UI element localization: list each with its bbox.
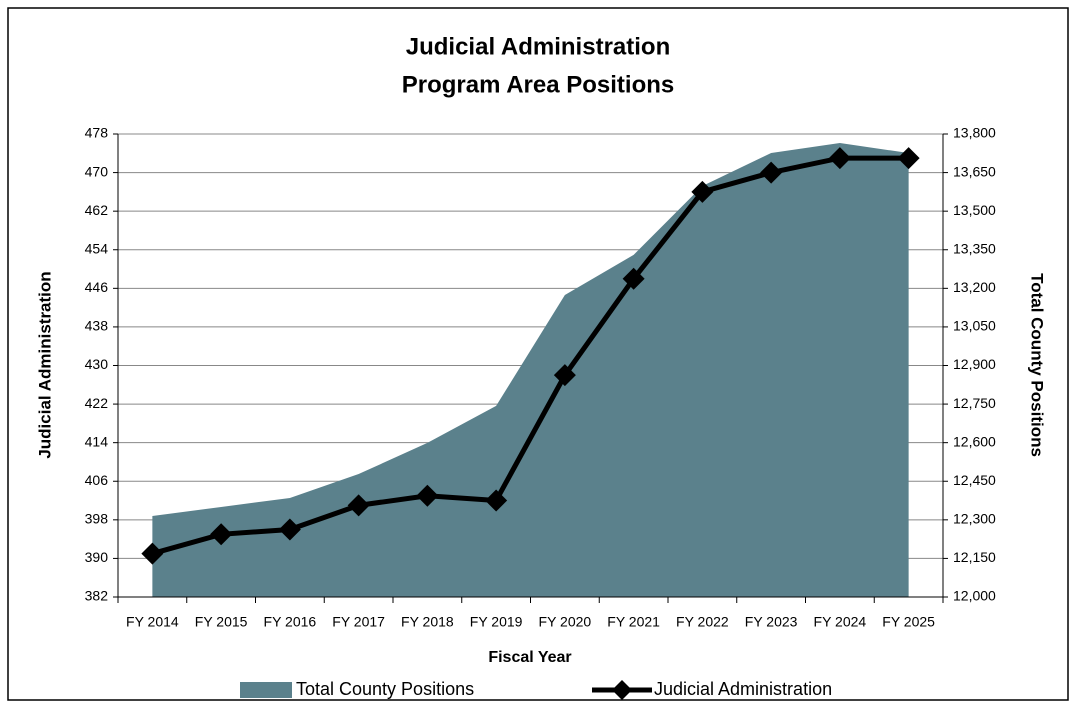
y-tick-label: 422 <box>85 395 109 411</box>
x-tick-label: FY 2022 <box>676 614 729 630</box>
x-tick-label: FY 2024 <box>814 614 867 630</box>
marker <box>485 489 508 512</box>
marker <box>416 484 439 507</box>
line <box>151 155 909 557</box>
y2-tick-label: 12,750 <box>953 395 996 411</box>
x-tick-label: FY 2015 <box>195 614 248 630</box>
y-tick-label: 454 <box>85 240 109 256</box>
x-tick-label: FY 2021 <box>607 614 660 630</box>
x-tick-label: FY 2018 <box>401 614 454 630</box>
y2-tick-label: 13,500 <box>953 202 996 218</box>
y2-axis-label: Total County Positions <box>1028 273 1047 457</box>
marker <box>553 364 576 387</box>
marker <box>622 267 645 290</box>
area <box>152 143 909 597</box>
y-tick-label: 406 <box>85 472 109 488</box>
y2-tick-label: 13,650 <box>953 163 996 179</box>
marker <box>897 147 920 170</box>
y2-tick-label: 13,800 <box>953 125 996 141</box>
y2-tick-label: 13,200 <box>953 279 996 295</box>
y-tick-label: 470 <box>85 163 109 179</box>
x-tick-label: FY 2017 <box>332 614 385 630</box>
marker <box>828 147 851 170</box>
legend-marker <box>612 680 632 700</box>
y-tick-label: 398 <box>85 511 109 527</box>
x-tick-label: FY 2016 <box>264 614 317 630</box>
legend-label: Total County Positions <box>296 679 474 699</box>
y2-tick-label: 12,600 <box>953 433 996 449</box>
marker <box>760 161 783 184</box>
y2-tick-label: 12,150 <box>953 549 996 565</box>
chart-title: Program Area Positions <box>402 71 675 98</box>
marker <box>210 523 233 546</box>
chart-title: Judicial Administration <box>406 33 670 60</box>
y2-tick-label: 12,900 <box>953 356 996 372</box>
x-tick-label: FY 2019 <box>470 614 523 630</box>
marker <box>141 542 164 565</box>
y2-tick-label: 13,350 <box>953 240 996 256</box>
y2-tick-label: 12,000 <box>953 588 996 604</box>
y2-tick-label: 13,050 <box>953 318 996 334</box>
marker <box>691 180 714 203</box>
x-tick-label: FY 2020 <box>539 614 592 630</box>
y-axis-label: Judicial Administration <box>35 271 54 458</box>
legend-label: Judicial Administration <box>654 679 832 699</box>
y2-tick-label: 12,300 <box>953 511 996 527</box>
y-tick-label: 382 <box>85 588 109 604</box>
legend-swatch <box>240 682 292 698</box>
marker <box>278 518 301 541</box>
y-tick-label: 462 <box>85 202 109 218</box>
x-tick-label: FY 2023 <box>745 614 798 630</box>
y-tick-label: 478 <box>85 125 109 141</box>
y-tick-label: 414 <box>85 433 109 449</box>
y-tick-label: 390 <box>85 549 109 565</box>
y2-tick-label: 12,450 <box>953 472 996 488</box>
x-tick-label: FY 2014 <box>126 614 179 630</box>
y-tick-label: 430 <box>85 356 109 372</box>
marker <box>347 494 370 517</box>
x-axis-label: Fiscal Year <box>488 649 571 666</box>
y-tick-label: 446 <box>85 279 109 295</box>
y-tick-label: 438 <box>85 318 109 334</box>
x-tick-label: FY 2025 <box>882 614 935 630</box>
